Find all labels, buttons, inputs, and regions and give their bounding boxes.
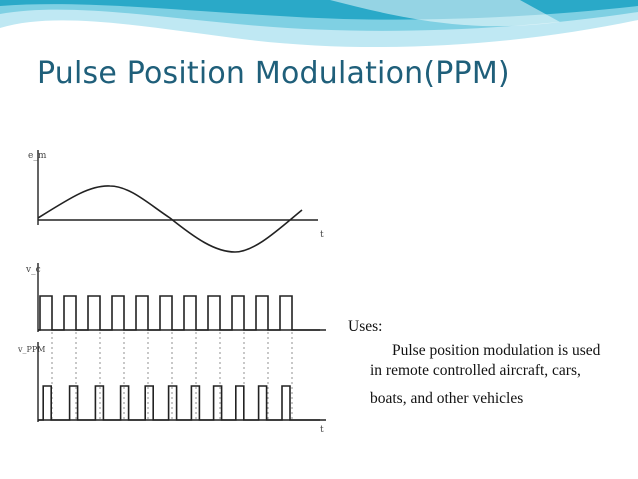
timing-guides: [51, 332, 293, 420]
label-em: e_m: [28, 151, 47, 161]
carrier-pulses: [38, 295, 320, 331]
uses-block: Uses: Pulse position modulation is used …: [348, 317, 628, 409]
uses-text: Pulse position modulation is used in rem…: [370, 342, 601, 379]
header-wave-decoration: [0, 0, 638, 48]
label-t-top: t: [320, 230, 324, 240]
message-signal-plot: e_m t: [28, 150, 324, 253]
label-vc: v_c: [25, 265, 41, 275]
uses-extra: boats, and other vehicles: [370, 390, 524, 407]
sine-wave: [37, 185, 303, 253]
carrier-pulse-plot: v_c: [25, 263, 326, 332]
page-title: Pulse Position Modulation(PPM): [37, 56, 510, 91]
label-vppm: v_PPM: [17, 345, 45, 354]
uses-label: Uses:: [348, 318, 383, 335]
ppm-pulses: [38, 385, 320, 421]
ppm-pulse-plot: v_PPM t: [17, 342, 326, 435]
label-t-bot: t: [320, 425, 324, 435]
